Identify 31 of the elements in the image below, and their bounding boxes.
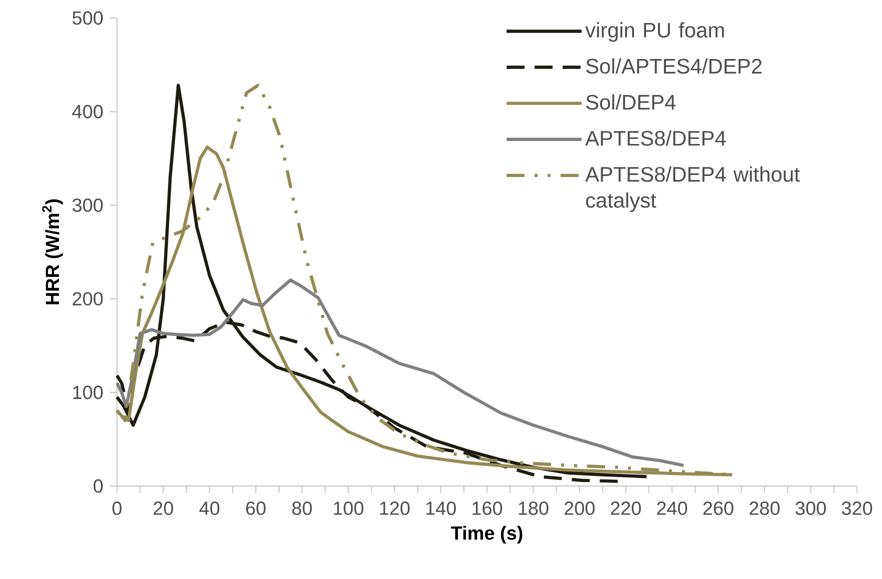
y-tick-label: 0	[94, 479, 103, 493]
y-axis-title: HRR (W/m$^{2}$)	[42, 199, 63, 304]
y-tick-label: 400	[72, 104, 103, 118]
x-tick-label: 60	[246, 502, 266, 515]
line-series	[115, 278, 686, 468]
legend-label: Sol/APTES4/DEP2	[586, 58, 762, 74]
x-tick-label: 200	[564, 502, 595, 515]
legend-label: APTES8/DEP4 without catalyst	[585, 166, 800, 212]
x-tick-label: 300	[796, 502, 826, 515]
x-tick-label: 100	[334, 502, 364, 515]
x-tick-label: 180	[518, 502, 548, 515]
y-tick-label: 200	[72, 292, 103, 306]
legend-label: virgin PU foam	[585, 22, 724, 42]
y-tick-label: 300	[72, 198, 103, 212]
x-tick-label: 260	[703, 502, 734, 515]
x-tick-label: 160	[472, 502, 502, 515]
y-tick-label: 500	[72, 11, 103, 25]
x-tick-label: 80	[292, 502, 312, 515]
legend-label: Sol/DEP4	[586, 94, 676, 110]
x-tick-label: 120	[380, 502, 410, 515]
x-tick-label: 0	[112, 502, 122, 515]
x-tick-label: 40	[199, 502, 220, 515]
x-tick-label: 20	[154, 502, 174, 515]
x-tick-label: 140	[426, 502, 456, 515]
x-tick-label: 280	[750, 502, 780, 515]
x-tick-label: 220	[610, 502, 641, 515]
y-tick-label: 100	[73, 386, 103, 400]
x-tick-label: 320	[842, 502, 872, 515]
legend-label: APTES8/DEP4	[585, 130, 726, 146]
x-axis-title: Time (s)	[450, 526, 522, 544]
x-tick-label: 240	[657, 502, 688, 515]
